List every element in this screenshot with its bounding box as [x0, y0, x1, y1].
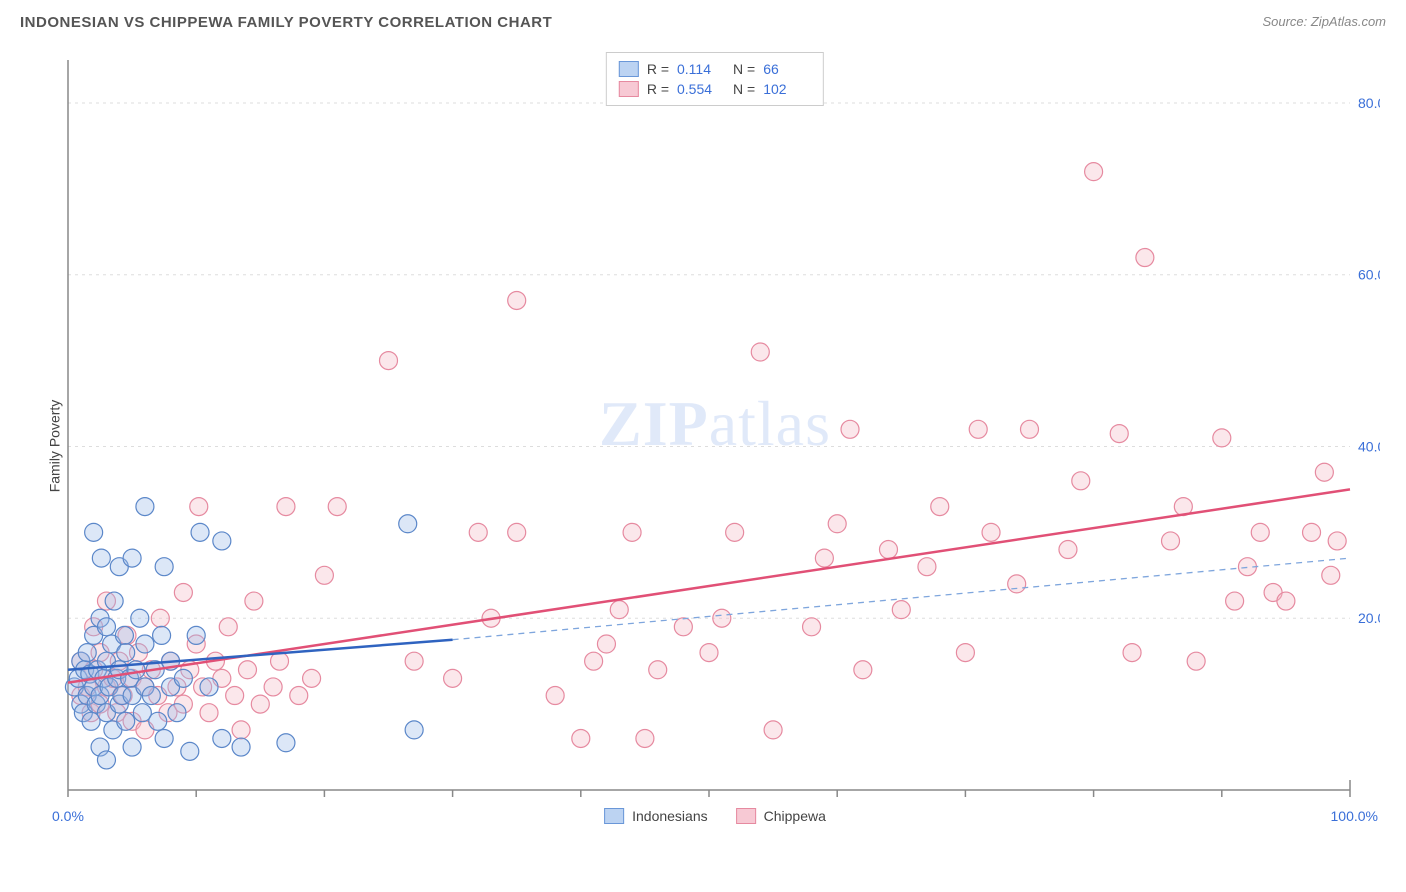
x-axis-max-label: 100.0% [1331, 808, 1378, 824]
legend-row: R = 0.554 N = 102 [619, 79, 811, 99]
r-value: 0.114 [677, 59, 725, 79]
legend-swatch-icon [619, 81, 639, 97]
legend-item-label: Chippewa [764, 808, 826, 824]
n-label: N = [733, 59, 755, 79]
legend-item-label: Indonesians [632, 808, 708, 824]
n-value: 66 [763, 59, 811, 79]
plot-area: 20.0%40.0%60.0%80.0% ZIPatlas R = 0.114 … [50, 50, 1380, 830]
svg-text:40.0%: 40.0% [1358, 438, 1380, 454]
chart-svg: 20.0% 40.0% 60.0% 80.0% [50, 50, 1380, 830]
r-label: R = [647, 79, 669, 99]
svg-text:20.0%: 20.0% [1358, 610, 1380, 626]
svg-text:80.0%: 80.0% [1358, 95, 1380, 111]
legend-swatch-icon [619, 61, 639, 77]
r-value: 0.554 [677, 79, 725, 99]
source-attribution: Source: ZipAtlas.com [1262, 14, 1386, 29]
r-label: R = [647, 59, 669, 79]
legend-correlation: R = 0.114 N = 66 R = 0.554 N = 102 [606, 52, 824, 106]
n-label: N = [733, 79, 755, 99]
legend-swatch-icon [736, 808, 756, 824]
legend-series: Indonesians Chippewa [604, 808, 826, 824]
legend-item: Chippewa [736, 808, 826, 824]
n-value: 102 [763, 79, 811, 99]
chart-title: INDONESIAN VS CHIPPEWA FAMILY POVERTY CO… [20, 14, 552, 31]
legend-item: Indonesians [604, 808, 708, 824]
legend-swatch-icon [604, 808, 624, 824]
svg-text:60.0%: 60.0% [1358, 267, 1380, 283]
x-axis-min-label: 0.0% [52, 808, 84, 824]
legend-row: R = 0.114 N = 66 [619, 59, 811, 79]
